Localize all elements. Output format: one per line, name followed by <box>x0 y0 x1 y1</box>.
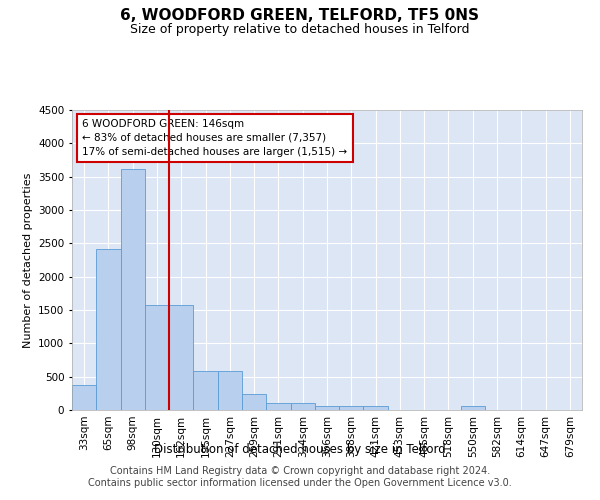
Bar <box>121 168 145 410</box>
Bar <box>461 406 485 410</box>
Bar <box>242 394 266 410</box>
Bar <box>266 404 290 410</box>
Bar <box>290 404 315 410</box>
Bar <box>193 370 218 410</box>
Text: 6, WOODFORD GREEN, TELFORD, TF5 0NS: 6, WOODFORD GREEN, TELFORD, TF5 0NS <box>121 8 479 22</box>
Bar <box>145 304 169 410</box>
Text: 6 WOODFORD GREEN: 146sqm
← 83% of detached houses are smaller (7,357)
17% of sem: 6 WOODFORD GREEN: 146sqm ← 83% of detach… <box>82 119 347 157</box>
Bar <box>315 406 339 410</box>
Text: Distribution of detached houses by size in Telford: Distribution of detached houses by size … <box>154 442 446 456</box>
Bar <box>169 304 193 410</box>
Bar <box>364 406 388 410</box>
Bar <box>96 248 121 410</box>
Text: Contains HM Land Registry data © Crown copyright and database right 2024.
Contai: Contains HM Land Registry data © Crown c… <box>88 466 512 487</box>
Text: Size of property relative to detached houses in Telford: Size of property relative to detached ho… <box>130 22 470 36</box>
Y-axis label: Number of detached properties: Number of detached properties <box>23 172 32 348</box>
Bar <box>72 386 96 410</box>
Bar <box>218 370 242 410</box>
Bar <box>339 406 364 410</box>
